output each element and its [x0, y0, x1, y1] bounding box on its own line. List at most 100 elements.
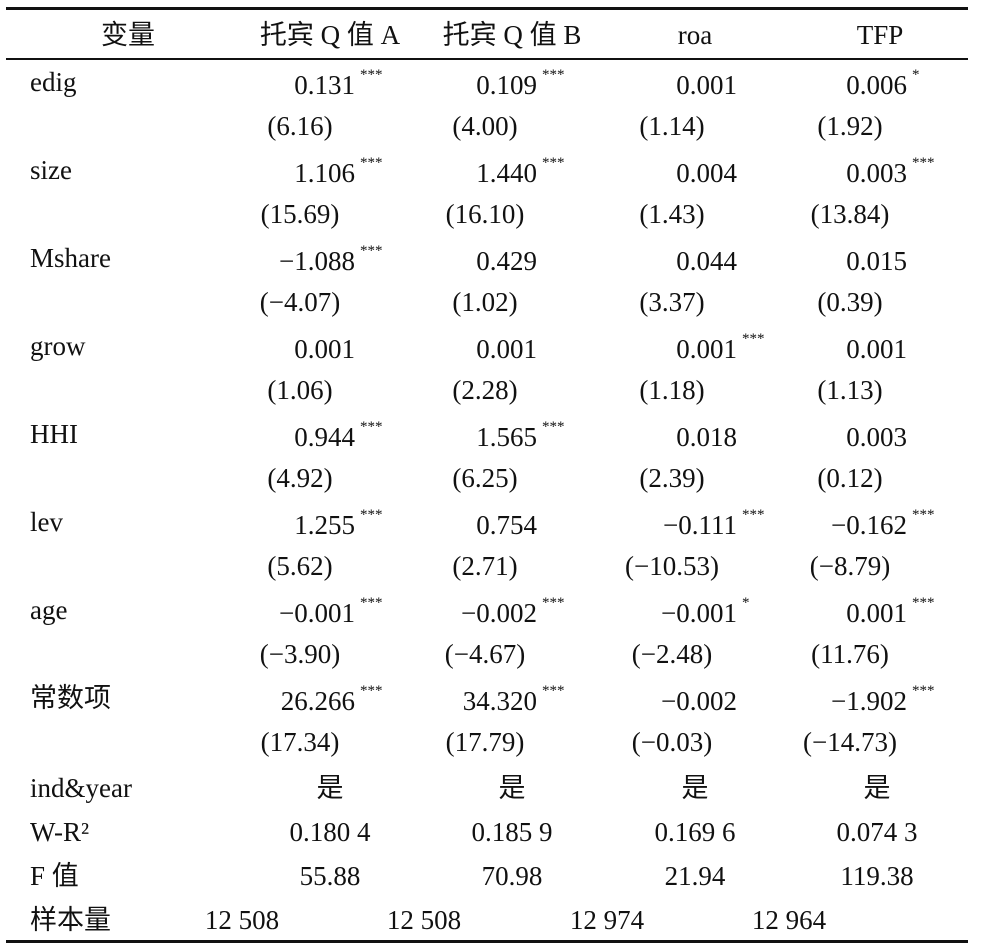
- coefficient: 0.944: [294, 422, 355, 452]
- t-stat: (13.84): [810, 199, 890, 229]
- footer-cell: 70.98: [481, 861, 543, 891]
- coefficient: −0.162: [831, 510, 907, 540]
- significance: ***: [360, 683, 383, 699]
- significance: ***: [542, 419, 565, 435]
- t-stat: (17.34): [260, 727, 340, 757]
- t-stat: (11.76): [811, 639, 889, 669]
- header-cell: roa: [677, 20, 713, 50]
- significance: ***: [360, 67, 383, 83]
- t-stat: (1.18): [639, 375, 705, 405]
- t-stat: (−4.07): [259, 287, 341, 317]
- significance: ***: [742, 331, 765, 347]
- coefficient: 0.001: [476, 334, 537, 364]
- row-label: edig: [30, 67, 77, 97]
- row-label: F 值: [30, 861, 79, 891]
- coefficient: 0.015: [846, 246, 907, 276]
- coefficient: 0.429: [476, 246, 537, 276]
- footer-cell: 0.185 9: [471, 817, 553, 847]
- t-stat: (0.39): [817, 287, 883, 317]
- significance: ***: [912, 155, 935, 171]
- coefficient: 0.004: [676, 158, 737, 188]
- t-stat: (−3.90): [259, 639, 341, 669]
- significance: ***: [912, 683, 935, 699]
- t-stat: (17.79): [445, 727, 525, 757]
- coefficient: −0.001: [661, 598, 737, 628]
- t-stat: (6.25): [452, 463, 518, 493]
- t-stat: (15.69): [260, 199, 340, 229]
- footer-cell: 12 974: [569, 905, 645, 935]
- header-rule: [6, 58, 968, 60]
- footer-cell: 21.94: [664, 861, 726, 891]
- t-stat: (−0.03): [631, 727, 713, 757]
- footer-cell: 55.88: [299, 861, 361, 891]
- row-label: 常数项: [30, 683, 111, 713]
- coefficient: 0.044: [676, 246, 737, 276]
- significance: ***: [742, 507, 765, 523]
- significance: ***: [360, 419, 383, 435]
- t-stat: (4.00): [452, 111, 518, 141]
- coefficient: 0.001: [846, 598, 907, 628]
- coefficient: 26.266: [280, 686, 355, 716]
- significance: ***: [542, 683, 565, 699]
- coefficient: 0.754: [476, 510, 537, 540]
- t-stat: (6.16): [267, 111, 333, 141]
- t-stat: (−14.73): [803, 727, 897, 757]
- t-stat: (2.28): [452, 375, 518, 405]
- footer-cell: 119.38: [840, 861, 914, 891]
- row-label: Mshare: [30, 243, 111, 273]
- t-stat: (−4.67): [444, 639, 526, 669]
- row-label: W-R²: [30, 817, 90, 847]
- header-cell: 托宾 Q 值 A: [259, 20, 401, 50]
- t-stat: (−2.48): [631, 639, 713, 669]
- header-cell: 变量: [101, 20, 155, 50]
- footer-cell: 0.180 4: [289, 817, 371, 847]
- top-rule: [6, 7, 968, 10]
- coefficient: −1.902: [831, 686, 907, 716]
- footer-cell: 是: [681, 773, 709, 803]
- coefficient: 1.565: [476, 422, 537, 452]
- coefficient: −0.002: [461, 598, 537, 628]
- footer-cell: 12 508: [204, 905, 280, 935]
- t-stat: (1.92): [817, 111, 883, 141]
- header-cell: 托宾 Q 值 B: [442, 20, 582, 50]
- footer-cell: 是: [498, 773, 526, 803]
- coefficient: 0.131: [294, 70, 355, 100]
- significance: ***: [912, 595, 935, 611]
- significance: ***: [542, 595, 565, 611]
- coefficient: 0.006: [846, 70, 907, 100]
- t-stat: (5.62): [267, 551, 333, 581]
- t-stat: (0.12): [817, 463, 883, 493]
- coefficient: 1.255: [294, 510, 355, 540]
- row-label: ind&year: [30, 773, 132, 803]
- footer-cell: 0.074 3: [836, 817, 918, 847]
- row-label: HHI: [30, 419, 78, 449]
- t-stat: (1.43): [639, 199, 705, 229]
- coefficient: −0.001: [279, 598, 355, 628]
- t-stat: (1.14): [639, 111, 705, 141]
- coefficient: 0.003: [846, 422, 907, 452]
- footer-cell: 12 964: [751, 905, 827, 935]
- row-label: lev: [30, 507, 63, 537]
- t-stat: (2.39): [639, 463, 705, 493]
- significance: ***: [542, 67, 565, 83]
- coefficient: 0.109: [476, 70, 537, 100]
- row-label: 样本量: [30, 905, 111, 935]
- t-stat: (1.02): [452, 287, 518, 317]
- coefficient: 1.106: [294, 158, 355, 188]
- t-stat: (16.10): [445, 199, 525, 229]
- coefficient: 0.001: [676, 334, 737, 364]
- row-label: age: [30, 595, 68, 625]
- coefficient: 0.018: [676, 422, 737, 452]
- significance: ***: [360, 507, 383, 523]
- coefficient: 0.001: [294, 334, 355, 364]
- significance: ***: [360, 243, 383, 259]
- t-stat: (4.92): [267, 463, 333, 493]
- coefficient: 0.001: [846, 334, 907, 364]
- footer-cell: 是: [316, 773, 344, 803]
- significance: *: [742, 595, 750, 611]
- significance: ***: [360, 595, 383, 611]
- header-cell: TFP: [856, 20, 904, 50]
- coefficient: 0.001: [676, 70, 737, 100]
- t-stat: (2.71): [452, 551, 518, 581]
